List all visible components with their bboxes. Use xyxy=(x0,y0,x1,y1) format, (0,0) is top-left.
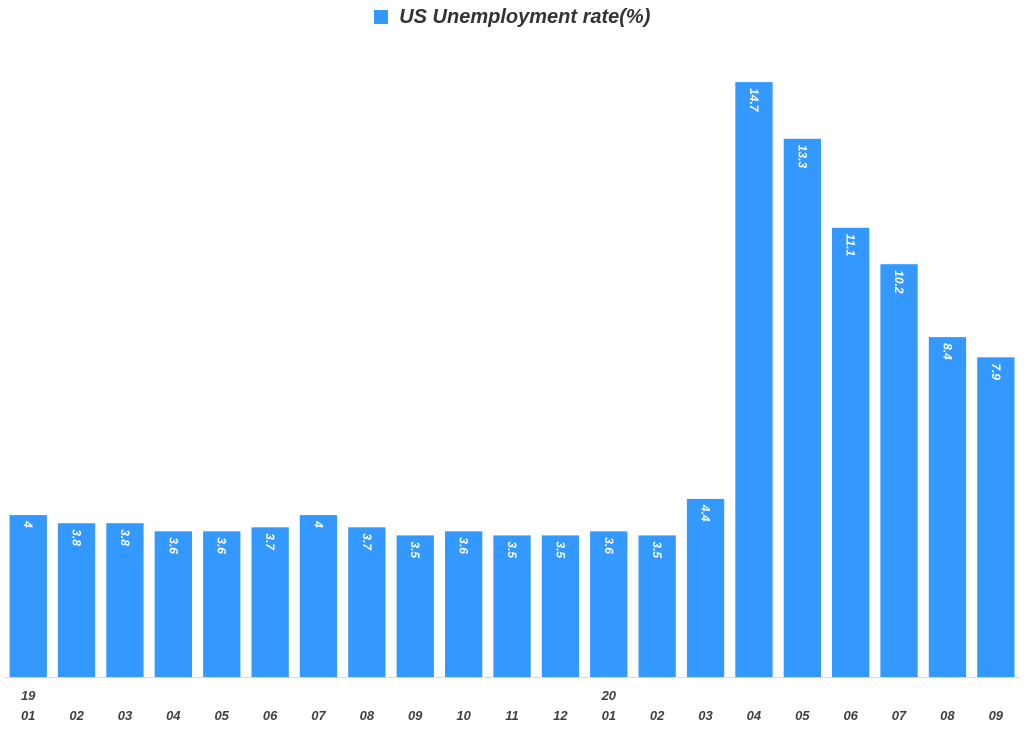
bar xyxy=(928,337,967,677)
bar xyxy=(832,227,870,678)
bar xyxy=(396,535,434,677)
data-labels-layer: 4 3.8 3.8 3.6 3.6 3.7 4 3.7 3.5 3.6 3.5 3.5 3.6 3.5 4.… xyxy=(21,88,1003,558)
data-label: 3.8 xyxy=(70,529,84,546)
bar xyxy=(590,531,628,677)
bar xyxy=(203,531,241,677)
x-tick-label: 06 xyxy=(843,708,858,723)
legend-swatch xyxy=(373,10,388,24)
x-tick-label: 07 xyxy=(311,708,326,723)
data-label: 7.9 xyxy=(989,363,1003,380)
data-label: 3.6 xyxy=(215,537,229,554)
x-tick-label: 12 xyxy=(553,708,568,723)
data-label: 3.5 xyxy=(650,541,664,558)
x-tick-label: 05 xyxy=(214,708,229,723)
data-label: 10.2 xyxy=(892,270,906,294)
x-tick-labels-layer: 01 19 02 03 04 05 06 07 08 09 10 11 12 01 20 02 03 04 05 06… xyxy=(21,688,1004,723)
x-tick-label: 01 xyxy=(602,708,616,723)
data-label: 4 xyxy=(312,520,326,528)
x-tick-label: 04 xyxy=(747,708,762,723)
data-label: 4.4 xyxy=(699,504,713,522)
bar xyxy=(348,527,386,677)
bar xyxy=(638,535,676,677)
data-label: 3.6 xyxy=(602,537,616,554)
x-tick-label: 04 xyxy=(166,708,181,723)
x-year-label: 19 xyxy=(21,688,36,703)
data-label: 13.3 xyxy=(795,145,809,169)
data-label: 3.5 xyxy=(505,541,519,558)
bar xyxy=(445,531,483,677)
bar xyxy=(880,264,918,677)
bar xyxy=(251,527,289,677)
bar xyxy=(686,498,725,677)
x-year-label: 20 xyxy=(601,688,617,703)
bar xyxy=(977,357,1015,677)
bar xyxy=(154,531,192,677)
data-label: 3.6 xyxy=(166,537,180,554)
bar xyxy=(106,523,144,677)
bar xyxy=(783,138,821,678)
bar xyxy=(57,523,96,677)
data-label: 14.7 xyxy=(747,88,761,113)
bar xyxy=(541,535,580,677)
x-tick-label: 05 xyxy=(795,708,810,723)
x-tick-label: 02 xyxy=(650,708,665,723)
data-label: 3.7 xyxy=(263,533,277,551)
data-label: 3.8 xyxy=(118,529,132,546)
legend-label: US Unemployment rate(%) xyxy=(399,6,651,28)
data-label: 3.7 xyxy=(360,533,374,551)
x-tick-label: 07 xyxy=(892,708,907,723)
data-label: 3.5 xyxy=(408,541,422,558)
x-tick-label: 09 xyxy=(408,708,423,723)
x-tick-label: 09 xyxy=(989,708,1004,723)
data-label: 8.4 xyxy=(940,343,954,360)
x-tick-label: 02 xyxy=(69,708,84,723)
data-label: 3.6 xyxy=(457,537,471,554)
bar xyxy=(493,535,531,677)
data-label: 11.1 xyxy=(844,234,858,257)
x-tick-label: 06 xyxy=(263,708,278,723)
x-tick-label: 10 xyxy=(456,708,471,723)
x-tick-label: 08 xyxy=(360,708,375,723)
x-tick-label: 03 xyxy=(698,708,713,723)
bar xyxy=(299,515,338,677)
x-tick-label: 08 xyxy=(940,708,955,723)
x-tick-label: 01 xyxy=(21,708,35,723)
x-tick-label: 03 xyxy=(118,708,133,723)
chart-legend: US Unemployment rate(%) xyxy=(0,6,1024,29)
x-tick-label: 11 xyxy=(505,708,519,723)
bar xyxy=(9,515,47,677)
data-label: 3.5 xyxy=(553,541,567,558)
bars-layer xyxy=(9,82,1015,678)
bar xyxy=(735,82,773,678)
data-label: 4 xyxy=(21,520,35,528)
